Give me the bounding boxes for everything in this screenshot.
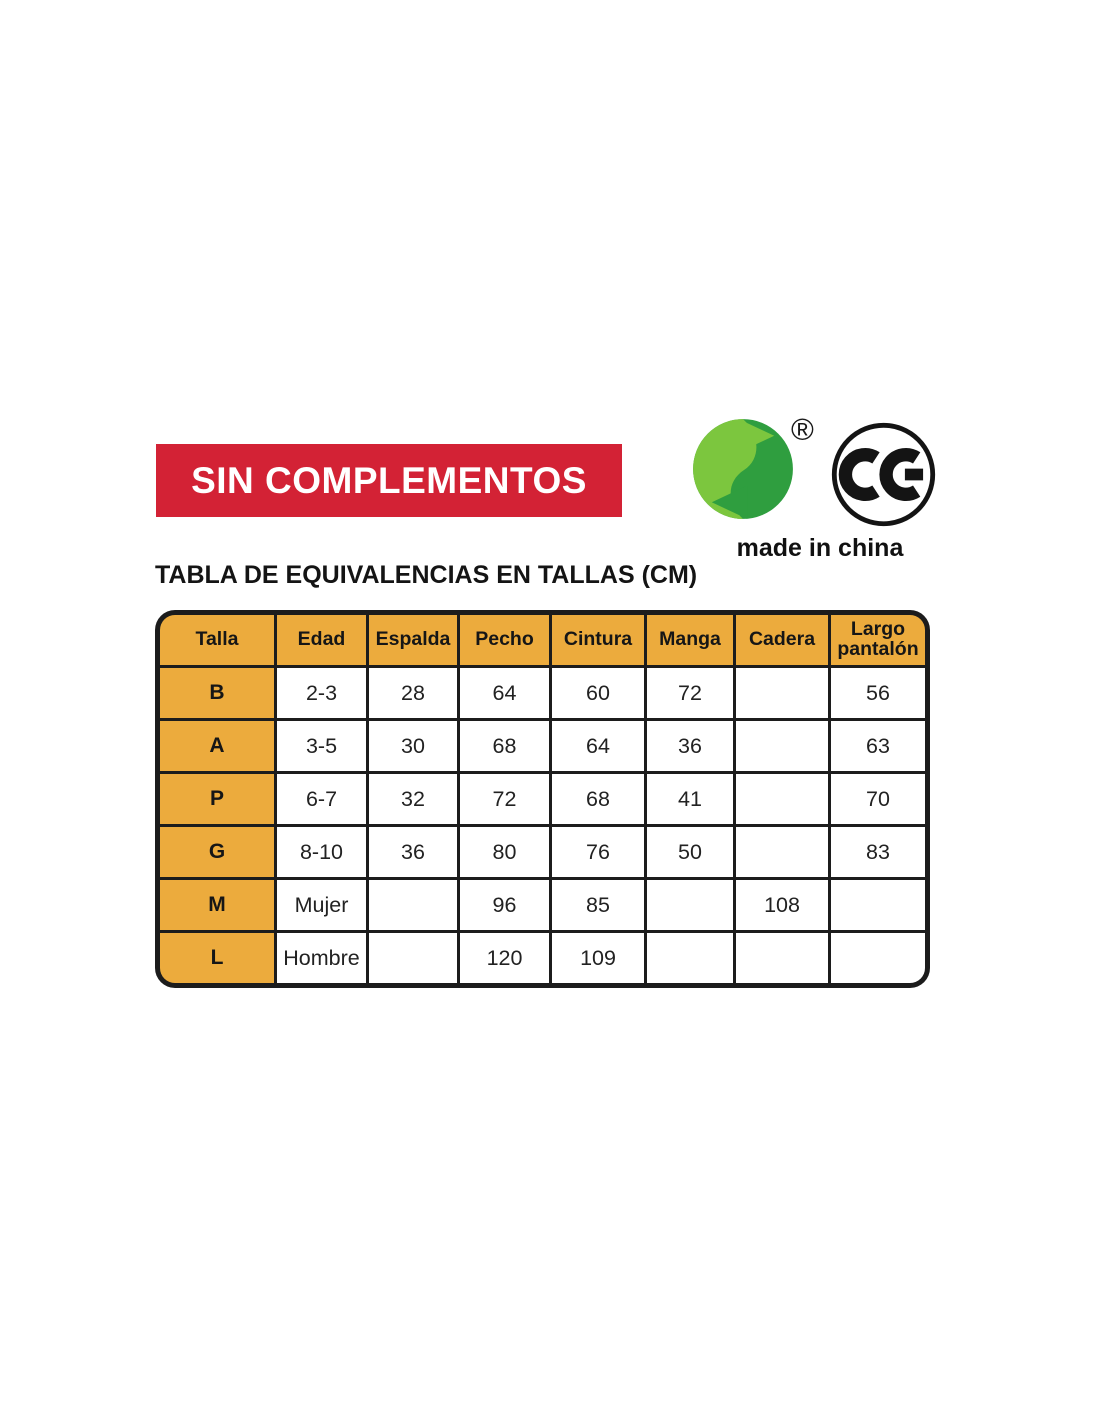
column-header-largo-pantalon: Largo pantalón: [831, 615, 925, 665]
banner-label: SIN COMPLEMENTOS: [191, 459, 587, 501]
value-cell: 60: [552, 668, 644, 718]
value-cell: [736, 721, 828, 771]
value-cell: [736, 774, 828, 824]
value-cell: 41: [647, 774, 733, 824]
column-header-cintura: Cintura: [552, 615, 644, 665]
value-cell: 80: [460, 827, 549, 877]
value-cell: 3-5: [277, 721, 366, 771]
registered-trademark-symbol: ®: [791, 412, 814, 447]
value-cell: 68: [460, 721, 549, 771]
size-table-title: TABLA DE EQUIVALENCIAS EN TALLAS (CM): [155, 561, 698, 589]
value-cell: 56: [831, 668, 925, 718]
value-cell: 76: [552, 827, 644, 877]
value-cell: [647, 880, 733, 930]
value-cell: 72: [460, 774, 549, 824]
value-cell: 8-10: [277, 827, 366, 877]
value-cell: 28: [369, 668, 457, 718]
value-cell: [736, 933, 828, 983]
value-cell: [369, 880, 457, 930]
value-cell: 36: [369, 827, 457, 877]
value-cell: Hombre: [277, 933, 366, 983]
value-cell: 108: [736, 880, 828, 930]
size-label: P: [160, 774, 274, 824]
value-cell: 85: [552, 880, 644, 930]
value-cell: 70: [831, 774, 925, 824]
value-cell: 30: [369, 721, 457, 771]
column-header-edad: Edad: [277, 615, 366, 665]
value-cell: [831, 933, 925, 983]
value-cell: 96: [460, 880, 549, 930]
column-header-talla: Talla: [160, 615, 274, 665]
column-header-manga: Manga: [647, 615, 733, 665]
value-cell: Mujer: [277, 880, 366, 930]
size-label: A: [160, 721, 274, 771]
green-dot-recycling-icon: [693, 419, 793, 519]
value-cell: [736, 827, 828, 877]
ce-mark-icon: [831, 422, 936, 527]
value-cell: 83: [831, 827, 925, 877]
value-cell: 32: [369, 774, 457, 824]
value-cell: [831, 880, 925, 930]
value-cell: 50: [647, 827, 733, 877]
made-in-china-label: made in china: [736, 534, 904, 562]
size-label: G: [160, 827, 274, 877]
value-cell: 36: [647, 721, 733, 771]
value-cell: [736, 668, 828, 718]
value-cell: 2-3: [277, 668, 366, 718]
value-cell: 6-7: [277, 774, 366, 824]
value-cell: 64: [460, 668, 549, 718]
column-header-cadera: Cadera: [736, 615, 828, 665]
no-accessories-banner: SIN COMPLEMENTOS: [156, 444, 622, 517]
size-label: M: [160, 880, 274, 930]
column-header-pecho: Pecho: [460, 615, 549, 665]
column-header-espalda: Espalda: [369, 615, 457, 665]
value-cell: 72: [647, 668, 733, 718]
value-cell: 120: [460, 933, 549, 983]
size-label: L: [160, 933, 274, 983]
size-label: B: [160, 668, 274, 718]
value-cell: 64: [552, 721, 644, 771]
value-cell: [647, 933, 733, 983]
value-cell: 109: [552, 933, 644, 983]
value-cell: [369, 933, 457, 983]
value-cell: 63: [831, 721, 925, 771]
value-cell: 68: [552, 774, 644, 824]
size-equivalence-table: Talla Edad Espalda Pecho Cintura Manga C…: [155, 610, 930, 988]
